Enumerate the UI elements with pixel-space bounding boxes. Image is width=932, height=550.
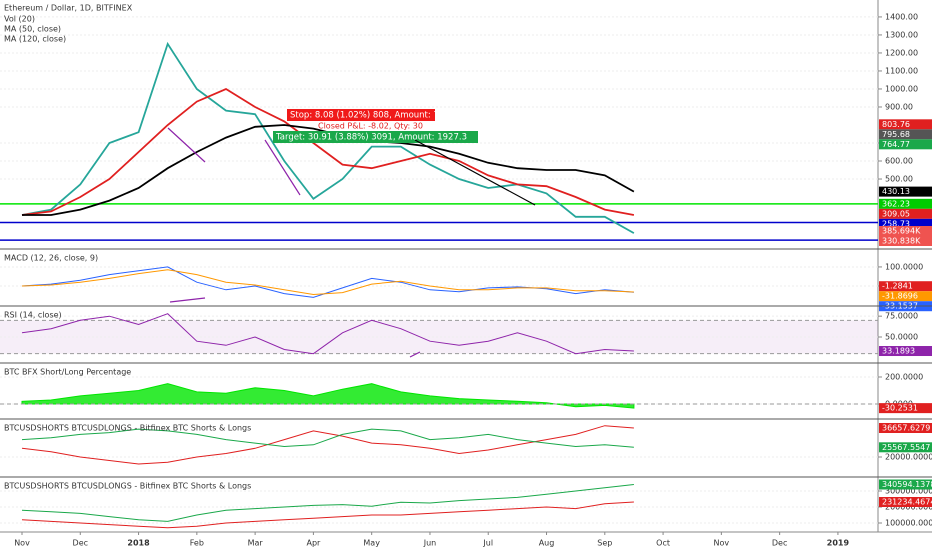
value-marker [879,403,932,414]
y-tick-label: 100.0000 [885,262,923,271]
y-tick-label: 300000.0000 [885,487,932,496]
indicator-label: MA (120, close) [4,35,66,44]
series-line [21,41,635,234]
x-tick-label: Sep [597,539,612,548]
value-marker-label: -31.8696 [882,292,918,301]
x-tick-label: Jun [423,539,437,548]
x-tick-label: Mar [248,539,264,548]
pane-title: Ethereum / Dollar, 1D, BITFINEX [4,4,133,13]
y-tick-label: 100000.0000 [885,519,932,528]
series-line [21,501,634,529]
series-line [21,428,634,448]
value-marker [879,479,932,490]
value-marker-label: 36657.6279 [882,423,930,432]
pane-title: BTCUSDSHORTS BTCUSDLONGS - Bitfinex BTC … [4,482,251,491]
value-marker [879,208,932,219]
rsi-band [0,320,878,354]
indicator-label: Vol (20) [4,15,35,24]
x-tick-label: 2019 [827,539,850,548]
y-tick-label: 1400.00 [885,12,918,21]
value-marker-label: 803.76 [882,120,910,129]
value-marker-label: 33.1893 [882,347,915,356]
pane-title: MACD (12, 26, close, 9) [4,254,98,263]
y-tick-label: 900.00 [885,102,913,111]
value-marker [879,281,932,292]
trend-line [264,139,301,196]
target-label: Target: 30.91 (3.88%) 3091, Amount: 1927… [275,133,467,143]
volume-marker [879,226,932,236]
value-marker [879,119,932,130]
x-tick-label: Dec [73,539,88,548]
trend-line [167,127,206,163]
pane-title: BTC BFX Short/Long Percentage [4,368,131,377]
series-line [21,269,634,296]
series-line [21,484,634,522]
x-tick-label: Nov [14,539,30,548]
value-marker [879,218,932,229]
x-tick-label: Dec [772,539,787,548]
volume-marker-label: 385.694K [882,227,921,236]
y-tick-label: 1200.00 [885,48,918,57]
value-marker [879,129,932,140]
x-tick-label: Apr [306,539,321,548]
pane-title: RSI (14, close) [4,311,62,320]
target-box [273,131,478,143]
stop-label: Stop: 8.08 (1.02%) 808, Amount: 757.6 [290,111,458,121]
y-tick-label: 200.0000 [885,372,923,381]
value-marker-label: 340594.1378 [882,480,932,489]
x-tick-label: 2018 [127,539,150,548]
series-line [21,313,634,355]
y-tick-label: 50.0000 [885,333,918,342]
value-marker-label: 430.13 [882,187,910,196]
value-marker-label: 362.23 [882,199,910,208]
volume-marker-label: 330.838K [882,237,921,246]
value-marker-label: -1.2841 [882,282,913,291]
value-marker-label: 231234.4674 [882,498,932,507]
stop-box [287,109,435,121]
value-marker-label: 309.05 [882,209,910,218]
y-tick-label: 1300.00 [885,30,918,39]
value-marker [879,346,932,357]
y-tick-label: 75.0000 [885,312,918,321]
y-tick-label: 1100.00 [885,66,918,75]
x-tick-label: Feb [190,539,204,548]
closed-label: Closed P&L: -8.02, Qty: 30 [318,122,423,131]
x-tick-label: Nov [714,539,730,548]
value-marker [879,291,932,302]
value-marker-label: -30.2531 [882,404,918,413]
trend-line [169,297,206,303]
y-tick-label: 20000.0000 [885,452,932,461]
y-tick-label: 600.00 [885,157,913,166]
x-tick-label: Aug [539,539,555,548]
value-marker-label: 258.73 [882,219,910,228]
value-marker [879,422,932,433]
trend-line [414,139,536,206]
indicator-label: MA (50, close) [4,25,61,34]
y-tick-label: 1000.00 [885,84,918,93]
value-marker [879,497,932,508]
value-marker [879,442,932,453]
area [21,383,635,409]
value-marker-label: 764.77 [882,140,910,149]
value-marker [879,198,932,209]
x-tick-label: Jul [482,539,493,548]
x-tick-label: May [363,539,380,548]
trend-line [409,351,421,358]
value-marker [879,139,932,150]
volume-marker [879,236,932,246]
value-marker-label: 795.68 [882,130,910,139]
series-line [21,87,635,216]
x-tick-label: Oct [656,539,670,548]
value-marker [879,186,932,197]
y-tick-label: 500.00 [885,175,913,184]
series-line [21,425,634,465]
value-marker-label: 25567.5547 [882,443,930,452]
pane-title: BTCUSDSHORTS BTCUSDLONGS - Bitfinex BTC … [4,424,251,433]
